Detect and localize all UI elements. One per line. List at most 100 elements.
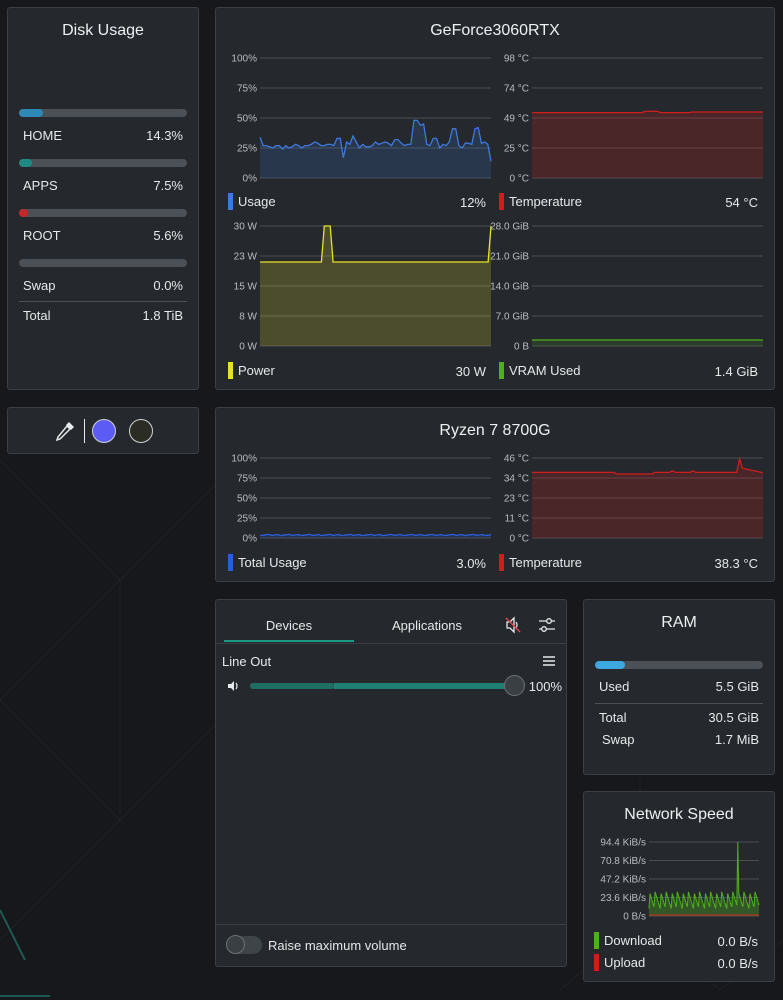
tick-label: 34 °C (504, 474, 529, 485)
download-label: Download (604, 933, 662, 948)
tick-label: 49 °C (504, 114, 529, 125)
network-speed-widget: Network Speed 94.4 KiB/s 70.8 KiB/s 47.2 K… (583, 791, 775, 982)
gpu-temperature-chart: 98 °C 74 °C 49 °C 25 °C 0 °C (504, 54, 763, 185)
tick-label: 75% (237, 474, 257, 485)
volume-slider-handle[interactable] (504, 675, 525, 696)
gpu-usage-label: Usage (238, 194, 276, 209)
gpu-vram-swatch (499, 362, 504, 379)
disk-separator (19, 301, 187, 302)
cpu-temp-legend: Temperature (499, 554, 582, 571)
gpu-usage-value: 12% (459, 195, 486, 210)
disk-bar-fill (19, 209, 29, 217)
gpu-vram-value: 1.4 GiB (714, 364, 758, 379)
disk-row: HOME 14.3% (23, 128, 183, 143)
series-area (260, 120, 491, 178)
ram-title: RAM (661, 614, 697, 631)
tick-label: 0 B/s (623, 912, 646, 923)
ram-total-row: Total 30.5 GiB (599, 710, 759, 725)
gpu-usage-swatch (228, 193, 233, 210)
tab-devices[interactable]: Devices (265, 618, 313, 633)
disk-bar-root (19, 209, 187, 217)
settings-sliders-icon[interactable] (538, 616, 556, 634)
upload-legend: Upload (594, 954, 645, 971)
tab-applications[interactable]: Applications (391, 618, 463, 633)
tick-label: 25 °C (504, 144, 529, 155)
tick-label: 8 W (239, 312, 257, 323)
gpu-temp-label: Temperature (509, 194, 582, 209)
tick-label: 7.0 GiB (496, 312, 530, 323)
series-area (260, 226, 491, 346)
series-line (532, 110, 763, 114)
series-line (259, 119, 492, 162)
bottom-divider (216, 924, 566, 925)
ram-swap-row: Swap 1.7 MiB (602, 732, 759, 747)
tick-label: 50% (237, 494, 257, 505)
tick-label: 28.0 GiB (490, 222, 529, 233)
upload-value: 0.0 B/s (717, 956, 758, 971)
cpu-temp-value: 38.3 °C (714, 556, 758, 571)
tick-label: 0 °C (509, 174, 529, 185)
raise-volume-label: Raise maximum volume (268, 938, 407, 953)
tick-label: 11 °C (505, 514, 529, 525)
disk-row: ROOT 5.6% (23, 228, 183, 243)
disk-row-value: 14.3% (146, 128, 183, 143)
network-title: Network Speed (624, 806, 734, 823)
color-picker-icon[interactable] (53, 419, 77, 443)
speaker-icon[interactable] (227, 679, 241, 693)
cpu-monitor-widget: Ryzen 7 8700G 100% 75% 50% 25% 0% 46 °C 34 °C… (215, 407, 775, 582)
gpu-vram-legend: VRAM Used (499, 362, 581, 379)
hamburger-menu-icon[interactable] (543, 656, 555, 666)
upload-swatch (594, 954, 599, 971)
tick-label: 25% (237, 514, 257, 525)
gpu-temp-value: 54 °C (725, 195, 758, 210)
disk-row-value: 0.0% (153, 278, 183, 293)
color-picker-widget (7, 407, 199, 454)
gpu-power-chart: 30 W 23 W 15 W 8 W 0 W (234, 222, 492, 353)
disk-bar-swap (19, 259, 187, 267)
volume-slider[interactable] (250, 683, 514, 689)
cpu-temperature-chart: 46 °C 34 °C 23 °C 11 °C 0 °C (504, 454, 764, 545)
cpu-usage-label: Total Usage (238, 555, 307, 570)
tick-label: 0 W (239, 342, 257, 353)
raise-volume-toggle[interactable] (226, 935, 262, 954)
audio-volume-widget: Devices Applications Line Out 100% Raise… (215, 599, 567, 967)
ram-widget: RAM Used 5.5 GiB Total 30.5 GiB Swap 1.7… (583, 599, 775, 775)
tick-label: 23 W (234, 252, 258, 263)
tick-label: 98 °C (504, 54, 529, 65)
device-name: Line Out (222, 654, 272, 669)
gpu-power-value: 30 W (455, 364, 486, 379)
tick-label: 15 W (234, 282, 258, 293)
ram-separator (595, 703, 763, 704)
gpu-power-swatch (228, 362, 233, 379)
download-line (648, 841, 760, 909)
disk-bar-fill (19, 159, 32, 167)
cpu-usage-chart: 100% 75% 50% 25% 0% (231, 454, 492, 545)
picker-separator (84, 419, 85, 443)
tick-label: 100% (231, 54, 257, 65)
tab-devices-underline (224, 640, 354, 642)
volume-percent: 100% (528, 679, 562, 694)
speaker-muted-icon[interactable] (504, 616, 522, 634)
tick-label: 100% (231, 454, 257, 465)
tick-label: 25% (237, 144, 257, 155)
series-line (260, 225, 492, 263)
disk-row-label: ROOT (23, 228, 61, 243)
ram-total-label: Total (599, 710, 627, 725)
tabs-divider (216, 643, 566, 644)
color-swatch-2[interactable] (129, 419, 153, 443)
series-area (532, 111, 763, 178)
color-swatch-1[interactable] (92, 419, 116, 443)
download-legend: Download (594, 932, 662, 949)
disk-row-label: APPS (23, 178, 58, 193)
gpu-usage-legend: Usage (228, 193, 276, 210)
ram-usage-bar-fill (595, 661, 626, 669)
ram-swap-value: 1.7 MiB (714, 732, 759, 747)
upload-label: Upload (604, 955, 646, 970)
disk-bar-fill (19, 109, 44, 117)
tick-label: 70.8 KiB/s (600, 856, 646, 867)
disk-row: APPS 7.5% (23, 178, 183, 193)
gpu-temp-legend: Temperature (499, 193, 582, 210)
disk-usage-widget: Disk Usage HOME 14.3% APPS 7.5% ROOT 5.6% Swap… (7, 7, 199, 390)
gpu-monitor-widget: GeForce3060RTX 100% 75% 50% 25% 0% 98 °C 74 °… (215, 7, 775, 390)
ram-usage-bar (595, 661, 763, 669)
